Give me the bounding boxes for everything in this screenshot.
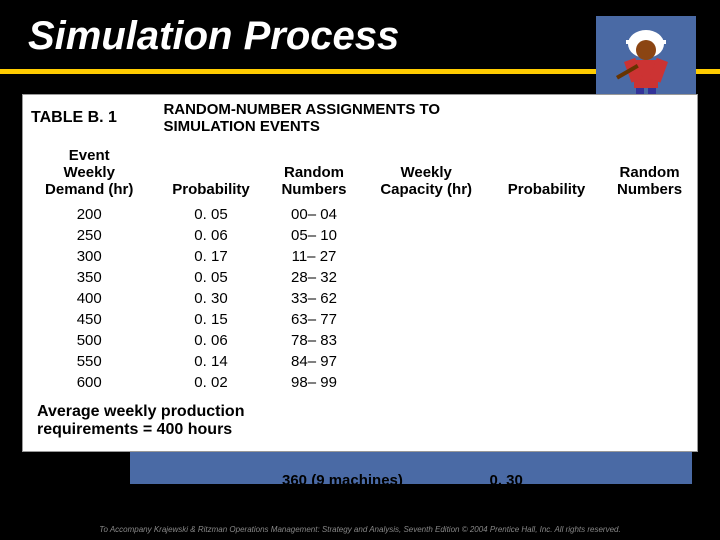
main-table: TABLE B. 1 RANDOM-NUMBER ASSIGNMENTS TO … [22,94,698,452]
col-header-random2: Random Numbers [602,141,697,204]
capacity-prob-cell: 0. 30 [476,510,536,527]
capacity-cell: 440 (11 machines) [282,510,472,527]
col-header-random: Random Numbers [267,141,362,204]
table-row: 5500. 1484– 97 [23,351,697,372]
capacity-prob-cell: 0. 30 [476,472,536,489]
table-row: 4000. 3033– 62 [23,288,697,309]
table-id-label: TABLE B. 1 [23,95,155,141]
col-header-probability2: Probability [491,141,602,204]
capacity-cell: 400 (10 machines) [282,491,472,508]
col-header-demand: Event Weekly Demand (hr) [23,141,155,204]
table-row: 4500. 1563– 77 [23,309,697,330]
table-row: 5000. 0678– 83 [23,330,697,351]
table-title: RANDOM-NUMBER ASSIGNMENTS TO SIMULATION … [155,95,697,141]
col-header-capacity: Weekly Capacity (hr) [361,141,491,204]
table-row: 2000. 0500– 04 [23,204,697,225]
average-note: Average weekly production requirements =… [23,393,361,451]
table-row: 6000. 0298– 99 [23,372,697,393]
table-row: 3000. 1711– 27 [23,246,697,267]
table-row: 3500. 0528– 32 [23,267,697,288]
capacity-data-block: 360 (9 machines) 0. 30 400 (10 machines)… [282,471,536,528]
table-row: 2500. 0605– 10 [23,225,697,246]
capacity-prob-cell: 0. 40 [476,491,536,508]
capacity-cell: 360 (9 machines) [282,472,472,489]
col-header-probability: Probability [155,141,266,204]
